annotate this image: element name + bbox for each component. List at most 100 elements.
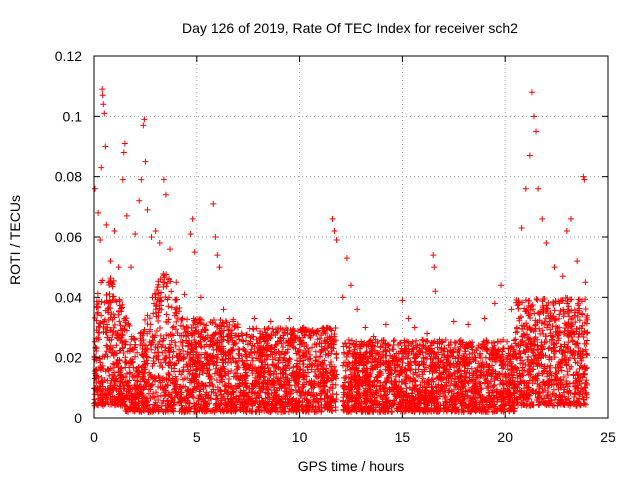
roti-point bbox=[195, 395, 202, 402]
roti-point bbox=[327, 370, 334, 377]
roti-point bbox=[107, 327, 114, 334]
roti-point bbox=[181, 408, 188, 415]
roti-point bbox=[100, 379, 107, 386]
roti-point bbox=[582, 305, 589, 312]
roti-point bbox=[389, 399, 396, 406]
roti-point bbox=[282, 385, 289, 392]
roti-point bbox=[413, 405, 420, 412]
roti-point bbox=[392, 373, 399, 380]
roti-point bbox=[542, 315, 549, 322]
roti-point bbox=[155, 290, 162, 297]
roti-point bbox=[416, 387, 423, 394]
roti-point bbox=[326, 387, 333, 394]
roti-point bbox=[427, 362, 434, 369]
roti-point bbox=[543, 333, 550, 340]
roti-point bbox=[369, 363, 376, 370]
roti-point bbox=[344, 350, 351, 357]
roti-point bbox=[530, 327, 537, 334]
roti-point bbox=[215, 400, 222, 407]
roti-point bbox=[313, 354, 320, 361]
roti-point bbox=[517, 379, 524, 386]
roti-point bbox=[506, 408, 513, 415]
roti-point bbox=[400, 355, 407, 362]
roti-point bbox=[150, 310, 157, 317]
roti-point bbox=[431, 338, 438, 345]
roti-point bbox=[491, 382, 498, 389]
roti-point bbox=[422, 401, 429, 408]
roti-point bbox=[246, 393, 253, 400]
roti-point bbox=[292, 387, 299, 394]
roti-point bbox=[500, 353, 507, 360]
roti-point bbox=[318, 388, 325, 395]
roti-point bbox=[153, 328, 160, 335]
roti-point bbox=[500, 358, 507, 365]
roti-point bbox=[177, 398, 184, 405]
roti-point bbox=[454, 391, 461, 398]
roti-point bbox=[259, 351, 266, 358]
roti-point bbox=[366, 338, 373, 345]
roti-point bbox=[299, 399, 306, 406]
roti-point bbox=[117, 372, 124, 379]
roti-point bbox=[120, 374, 127, 381]
roti-point bbox=[478, 385, 485, 392]
roti-point bbox=[497, 394, 504, 400]
roti-point bbox=[494, 375, 501, 382]
roti-point bbox=[188, 341, 195, 348]
roti-point bbox=[567, 389, 574, 396]
roti-point bbox=[296, 338, 303, 345]
roti-point bbox=[201, 321, 208, 328]
roti-point bbox=[504, 354, 511, 361]
roti-point bbox=[437, 386, 444, 393]
roti-point bbox=[440, 408, 447, 415]
roti-point bbox=[422, 344, 429, 351]
roti-point bbox=[402, 366, 409, 373]
roti-point bbox=[524, 400, 531, 407]
roti-point bbox=[514, 328, 521, 335]
roti-point bbox=[169, 324, 176, 331]
roti-point bbox=[403, 385, 410, 392]
roti-point bbox=[438, 357, 445, 364]
roti-point bbox=[580, 354, 587, 361]
roti-point bbox=[561, 328, 568, 335]
roti-point bbox=[172, 339, 179, 346]
roti-point bbox=[534, 363, 541, 370]
roti-point bbox=[223, 407, 230, 414]
roti-point bbox=[359, 367, 366, 374]
roti-point bbox=[583, 340, 590, 347]
roti-point bbox=[123, 359, 130, 366]
roti-point bbox=[132, 402, 139, 409]
roti-point bbox=[412, 382, 419, 389]
roti-point bbox=[381, 388, 388, 395]
roti-point bbox=[152, 332, 159, 339]
roti-point bbox=[249, 357, 256, 364]
roti-point bbox=[99, 277, 106, 284]
roti-point bbox=[188, 356, 195, 363]
roti-point bbox=[285, 342, 292, 349]
roti-point bbox=[515, 351, 522, 358]
roti-point bbox=[143, 402, 150, 409]
roti-point bbox=[555, 367, 562, 374]
roti-point bbox=[519, 367, 526, 374]
roti-point bbox=[173, 318, 180, 325]
roti-point bbox=[169, 354, 176, 361]
roti-point bbox=[129, 359, 136, 366]
roti-point bbox=[282, 396, 289, 403]
roti-point bbox=[178, 316, 185, 323]
roti-point bbox=[304, 363, 311, 370]
roti-point bbox=[513, 342, 520, 349]
roti-point bbox=[539, 298, 546, 305]
roti-point bbox=[276, 354, 283, 361]
roti-point bbox=[534, 380, 541, 387]
roti-point bbox=[534, 394, 541, 401]
roti-point bbox=[192, 405, 199, 412]
roti-point bbox=[564, 372, 571, 379]
roti-point bbox=[456, 338, 463, 345]
roti-point bbox=[107, 342, 114, 349]
roti-point bbox=[138, 390, 145, 397]
roti-point bbox=[403, 390, 410, 397]
roti-point bbox=[536, 398, 543, 405]
roti-point bbox=[104, 343, 111, 350]
roti-point bbox=[318, 408, 325, 415]
roti-point bbox=[493, 388, 500, 395]
roti-point bbox=[498, 351, 505, 358]
